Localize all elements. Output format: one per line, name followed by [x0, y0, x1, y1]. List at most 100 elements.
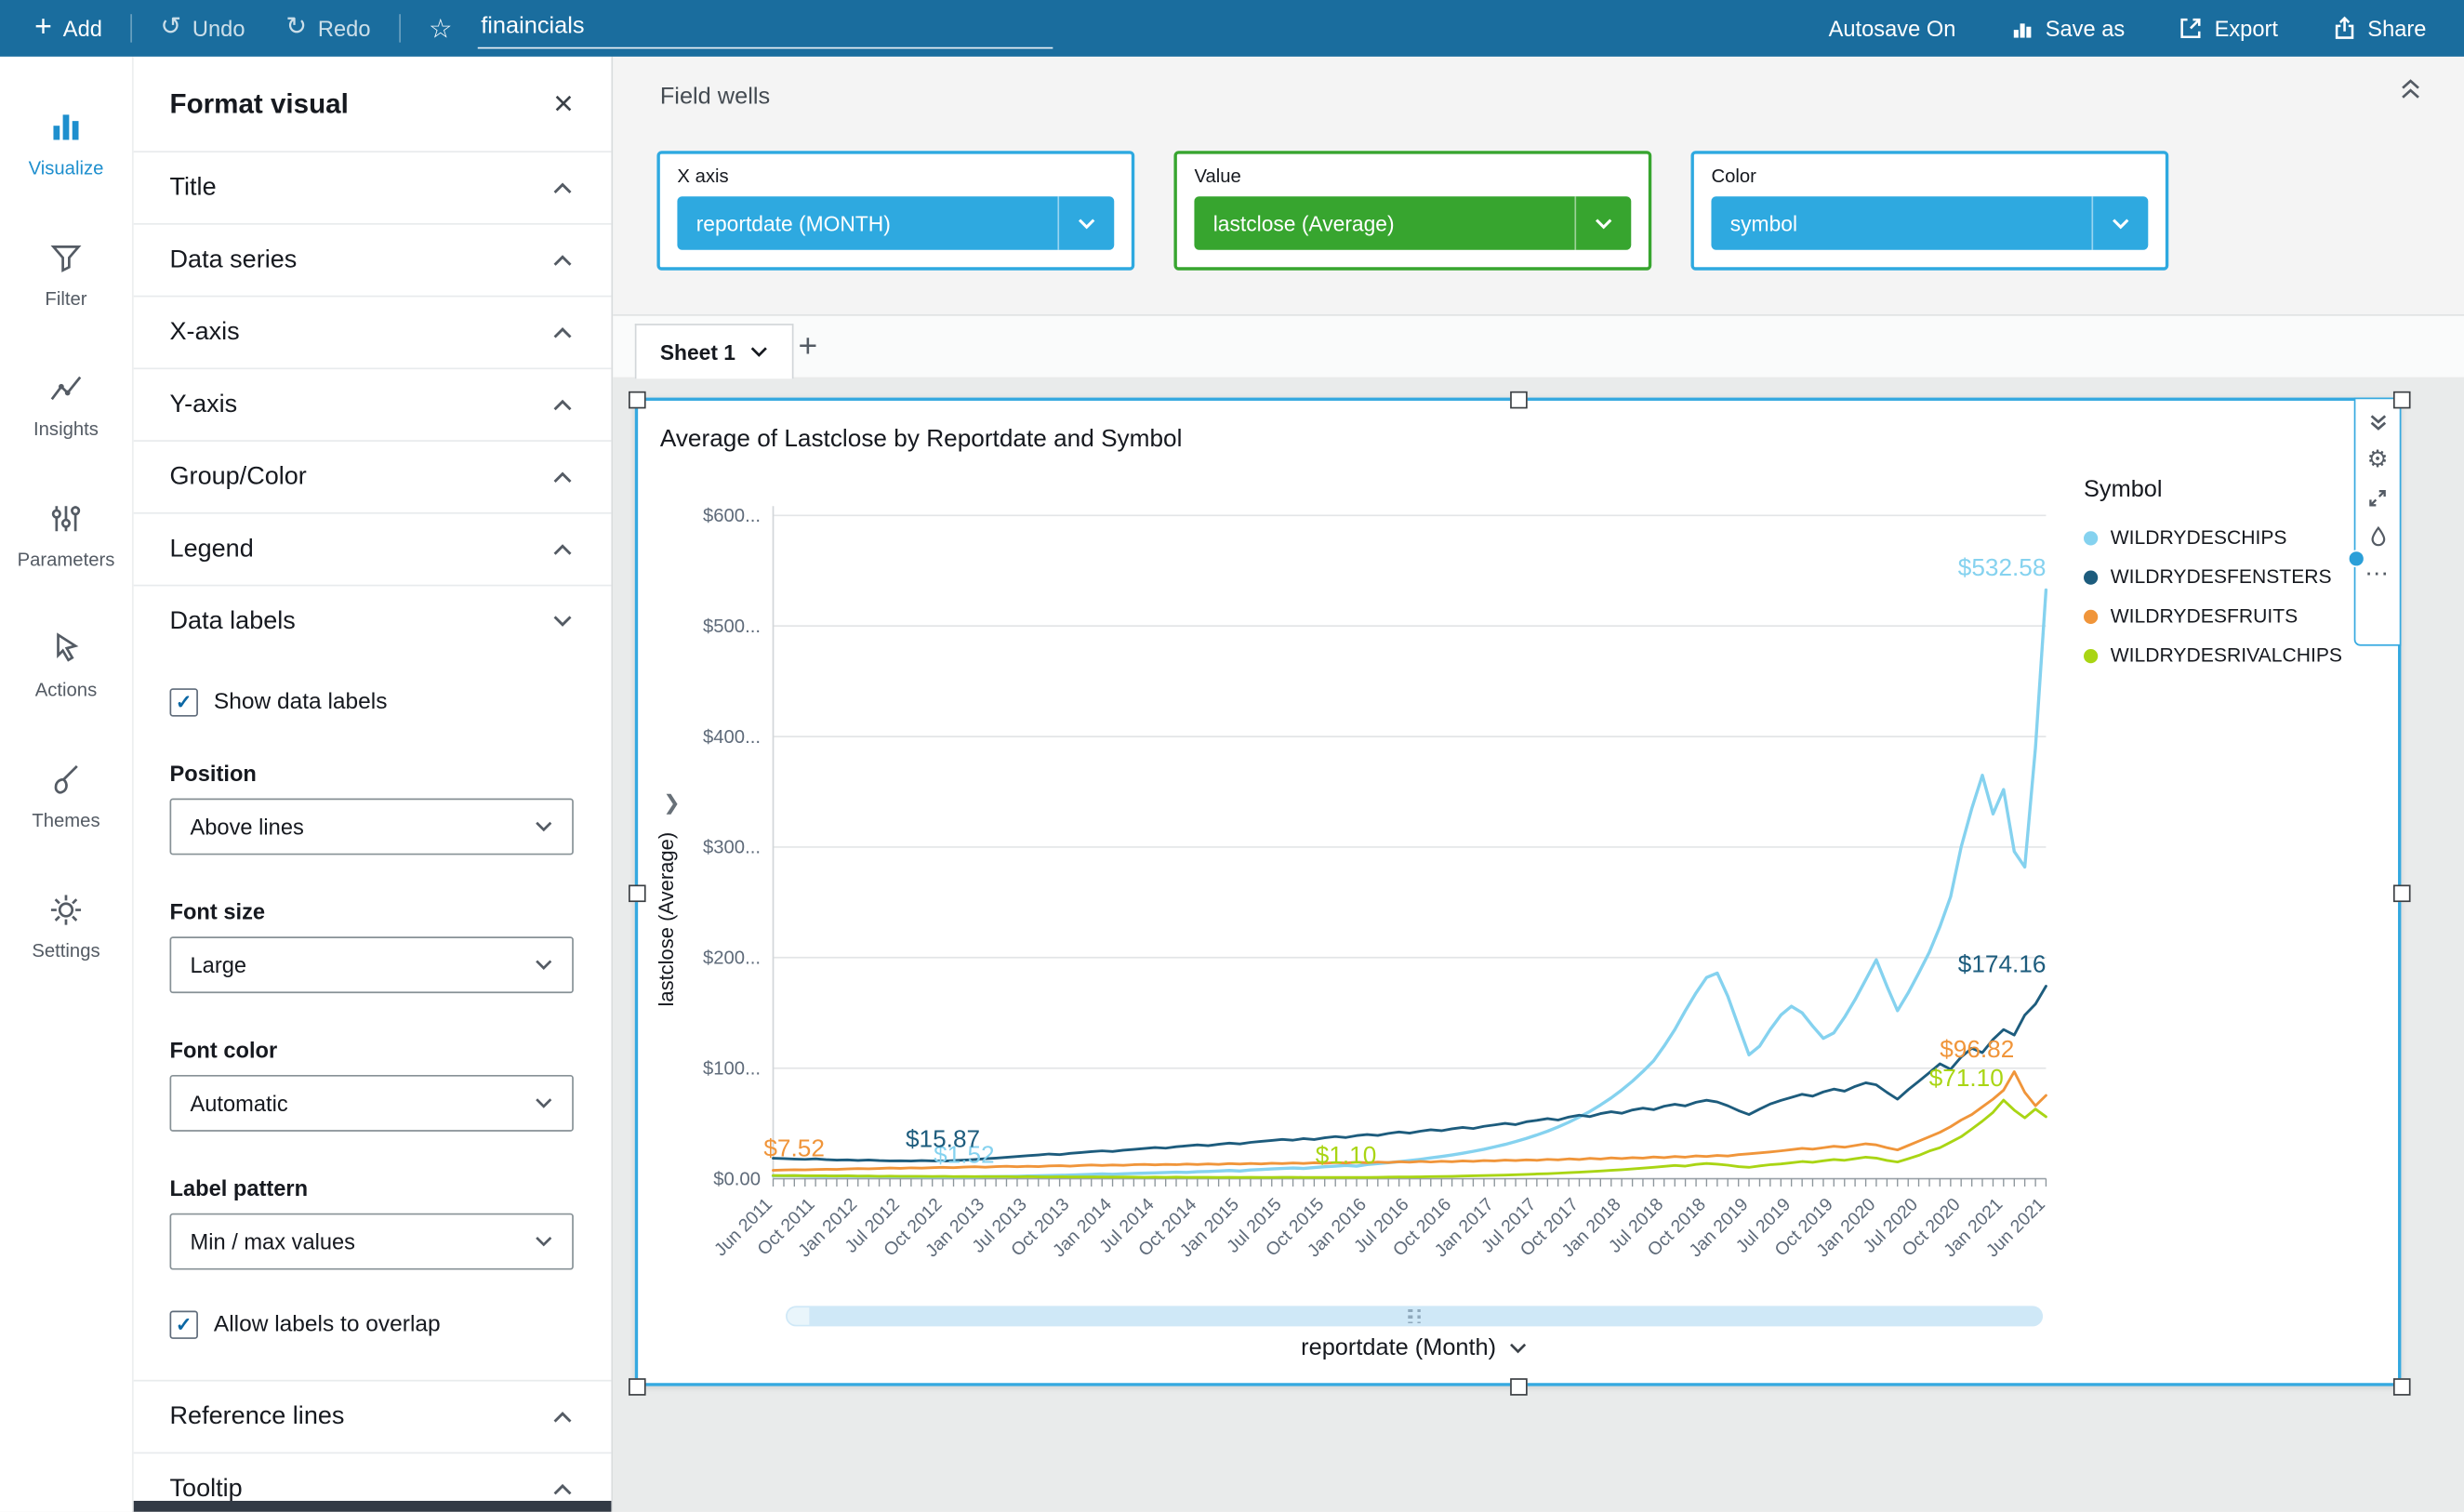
share-button[interactable]: Share — [2331, 16, 2426, 41]
analysis-title-input[interactable]: finaincials — [477, 8, 1053, 48]
export-icon — [2180, 18, 2201, 38]
allow-labels-overlap-checkbox[interactable]: Allow labels to overlap — [169, 1310, 574, 1339]
svg-text:$200...: $200... — [703, 948, 761, 969]
chevron-down-icon — [1078, 218, 1095, 229]
collapse-double-chevron-icon[interactable] — [2367, 412, 2388, 432]
chevron-down-icon — [536, 1098, 552, 1108]
nav-actions[interactable]: Actions — [0, 601, 132, 731]
bar-chart-icon — [53, 114, 79, 140]
chevron-up-icon — [553, 1412, 572, 1423]
legend-item[interactable]: WILDRYDESFRUITS — [2084, 605, 2376, 627]
save-as-button[interactable]: Save as — [2009, 16, 2125, 41]
chevron-down-icon — [1596, 218, 1612, 229]
x-axis-field-pill[interactable]: reportdate (MONTH) — [677, 196, 1115, 250]
svg-text:$400...: $400... — [703, 727, 761, 748]
legend-item[interactable]: WILDRYDESCHIPS — [2084, 526, 2376, 549]
nav-themes[interactable]: Themes — [0, 731, 132, 861]
nav-settings[interactable]: Settings — [0, 861, 132, 991]
redo-label: Redo — [317, 15, 371, 41]
format-section-data-series[interactable]: Data series — [131, 222, 612, 296]
visual-menu-toolbar: ⚙ … — [2347, 397, 2402, 646]
sheet-tab[interactable]: Sheet 1 — [634, 324, 794, 379]
plus-icon: + — [34, 9, 52, 44]
svg-text:$1.10: $1.10 — [1316, 1141, 1377, 1169]
format-section-group-color[interactable]: Group/Color — [131, 440, 612, 512]
add-button[interactable]: + Add — [34, 9, 102, 44]
resize-handle-se[interactable] — [2392, 1378, 2411, 1396]
resize-handle-e[interactable] — [2392, 884, 2411, 903]
format-section-x-axis[interactable]: X-axis — [131, 295, 612, 368]
top-toolbar: + Add ↺ Undo ↻ Redo ☆ finaincials Autosa… — [0, 0, 2464, 57]
gear-icon[interactable]: ⚙ — [2366, 445, 2389, 473]
resize-handle-nw[interactable] — [629, 391, 646, 409]
color-field-pill[interactable]: symbol — [1711, 196, 2149, 250]
position-select[interactable]: Above lines — [169, 798, 574, 855]
visual-title: Average of Lastclose by Reportdate and S… — [659, 426, 1183, 453]
favorite-star-button[interactable]: ☆ — [429, 15, 453, 42]
chevron-down-icon — [536, 821, 552, 832]
color-field-well: Color symbol — [1690, 151, 2169, 271]
toolbar-divider — [398, 14, 401, 43]
chevron-down-icon — [750, 347, 767, 357]
chevron-up-icon — [553, 182, 572, 194]
add-sheet-button[interactable]: + — [798, 328, 818, 365]
well-label: X axis — [677, 165, 729, 188]
y-axis-collapse-icon[interactable]: ❯ — [663, 790, 681, 815]
analysis-title: finaincials — [481, 11, 585, 39]
collapse-field-wells-button[interactable] — [2398, 77, 2423, 110]
svg-text:$71.10: $71.10 — [1929, 1064, 2004, 1092]
export-button[interactable]: Export — [2179, 16, 2278, 41]
legend-swatch — [2084, 608, 2099, 624]
format-section-title[interactable]: Title — [131, 151, 612, 223]
value-field-pill[interactable]: lastclose (Average) — [1194, 196, 1632, 250]
resize-handle-w[interactable] — [629, 884, 646, 903]
x-axis-field-well: X axis reportdate (MONTH) — [656, 151, 1135, 271]
resize-handle-n[interactable] — [1510, 391, 1528, 409]
nav-visualize[interactable]: Visualize — [0, 79, 132, 209]
resize-handle-sw[interactable] — [629, 1378, 646, 1396]
svg-text:$15.87: $15.87 — [906, 1124, 980, 1152]
autosave-toggle[interactable]: Autosave On — [1828, 15, 1956, 41]
chevron-down-icon — [1510, 1343, 1527, 1353]
trend-line-icon — [50, 376, 82, 401]
redo-button[interactable]: ↻ Redo — [285, 15, 371, 41]
field-label-label-pattern: Label pattern — [169, 1175, 309, 1201]
resize-handle-ne[interactable] — [2392, 391, 2411, 409]
font-color-select[interactable]: Automatic — [169, 1074, 574, 1132]
svg-text:$532.58: $532.58 — [1958, 553, 2047, 581]
x-axis-scrollbar[interactable] — [786, 1306, 2044, 1327]
legend-swatch — [2084, 569, 2099, 584]
format-panel-title: Format visual — [169, 86, 349, 119]
svg-text:$0.00: $0.00 — [713, 1169, 761, 1189]
format-section-y-axis[interactable]: Y-axis — [131, 367, 612, 440]
svg-text:$96.82: $96.82 — [1940, 1035, 2014, 1063]
resize-handle-s[interactable] — [1510, 1378, 1528, 1396]
field-label-position: Position — [169, 760, 257, 787]
checkbox-icon — [169, 1310, 198, 1339]
format-section-legend[interactable]: Legend — [131, 511, 612, 585]
field-wells-title: Field wells — [659, 83, 771, 111]
x-axis-title[interactable]: reportdate (Month) — [786, 1334, 2043, 1361]
line-chart[interactable]: $0.00 $100... $200... $300... $400... $500...… — [685, 470, 2068, 1299]
format-section-reference-lines[interactable]: Reference lines — [131, 1379, 612, 1452]
nav-filter[interactable]: Filter — [0, 209, 132, 339]
svg-text:$300...: $300... — [703, 838, 761, 858]
legend-item[interactable]: WILDRYDESFENSTERS — [2084, 565, 2376, 588]
nav-parameters[interactable]: Parameters — [0, 470, 132, 600]
format-section-tooltip[interactable]: Tooltip — [131, 1452, 612, 1512]
y-axis-title: lastclose (Average) — [654, 831, 679, 1007]
more-options-icon[interactable]: … — [2364, 554, 2391, 582]
legend-item[interactable]: WILDRYDESRIVALCHIPS — [2084, 644, 2376, 667]
font-size-select[interactable]: Large — [169, 936, 574, 994]
nav-insights[interactable]: Insights — [0, 339, 132, 470]
droplet-icon[interactable] — [2367, 524, 2388, 547]
undo-button[interactable]: ↺ Undo — [160, 15, 245, 41]
field-label-font-color: Font color — [169, 1037, 278, 1063]
label-pattern-select[interactable]: Min / max values — [169, 1213, 574, 1270]
expand-icon[interactable] — [2366, 487, 2389, 510]
visual-card[interactable]: Average of Lastclose by Reportdate and S… — [634, 397, 2402, 1386]
format-section-data-labels[interactable]: Data labels — [131, 584, 612, 657]
close-icon[interactable]: × — [553, 83, 574, 123]
show-data-labels-checkbox[interactable]: Show data labels — [169, 688, 574, 717]
